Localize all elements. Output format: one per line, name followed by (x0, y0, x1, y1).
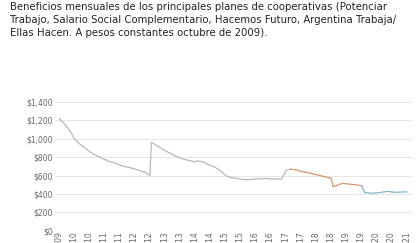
Text: Beneficios mensuales de los principales planes de cooperativas (Potenciar
Trabaj: Beneficios mensuales de los principales … (10, 2, 396, 38)
